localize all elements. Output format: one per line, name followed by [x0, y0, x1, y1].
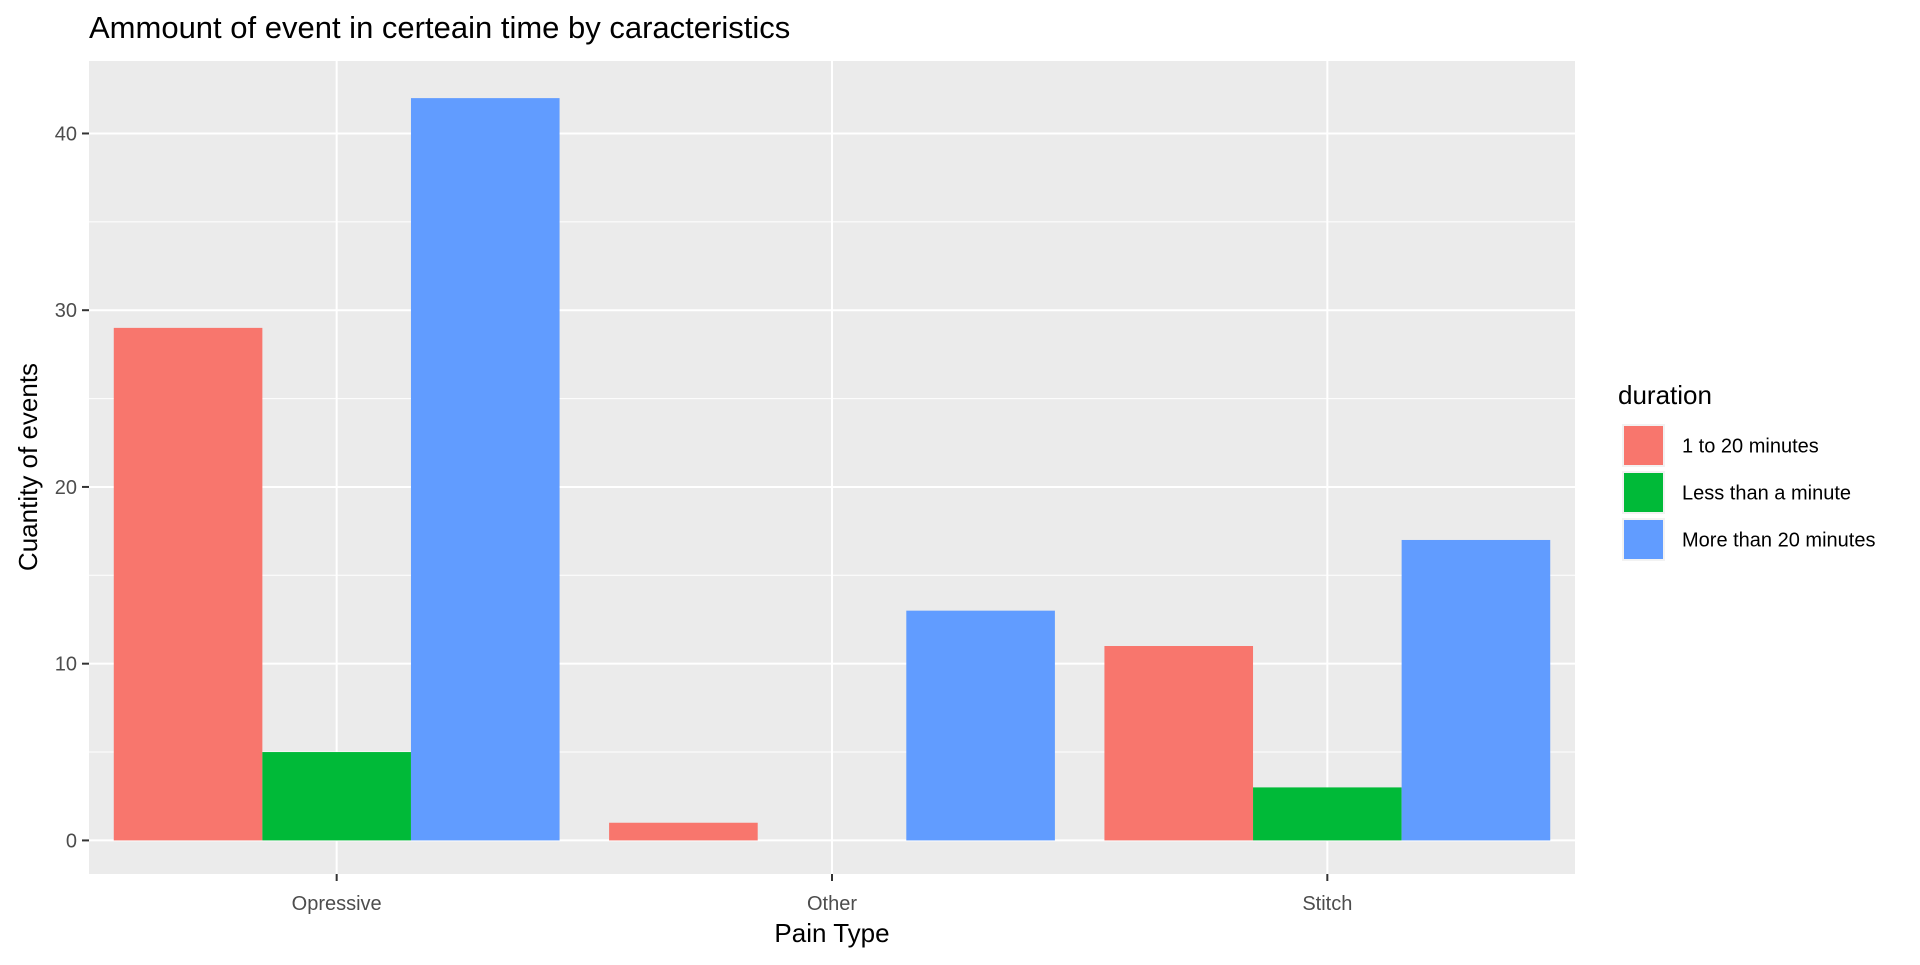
- y-tick-label: 30: [55, 300, 77, 322]
- chart-title: Ammount of event in certeain time by car…: [89, 10, 790, 45]
- y-tick-label: 40: [55, 123, 77, 145]
- bars-group: [113, 98, 1551, 841]
- bar: [1104, 646, 1254, 841]
- x-tick-label: Stitch: [1302, 893, 1352, 915]
- legend-label: Less than a minute: [1682, 483, 1851, 505]
- y-tick-label: 20: [55, 477, 77, 499]
- y-tick-label: 0: [66, 830, 77, 852]
- major-gridlines: [89, 61, 1575, 874]
- legend: duration 1 to 20 minutes Less than a minu…: [1618, 380, 1875, 561]
- legend-swatch: [1624, 473, 1663, 512]
- bar: [609, 822, 758, 841]
- y-tick-label: 10: [55, 654, 77, 676]
- x-axis: Opressive Other Stitch: [292, 874, 1352, 915]
- bar: [410, 98, 560, 841]
- x-tick-label: Other: [807, 893, 857, 915]
- legend-label: More than 20 minutes: [1682, 530, 1875, 552]
- legend-label: 1 to 20 minutes: [1682, 436, 1819, 458]
- legend-title: duration: [1618, 380, 1712, 410]
- y-axis: 0 10 20 30 40: [55, 123, 89, 852]
- bar: [1401, 539, 1551, 841]
- x-tick-label: Opressive: [292, 893, 382, 915]
- bar: [113, 327, 263, 841]
- bar: [906, 610, 1055, 841]
- x-axis-title: Pain Type: [774, 918, 889, 948]
- legend-swatch: [1624, 520, 1663, 559]
- y-axis-title: Cuantity of events: [13, 363, 43, 571]
- legend-swatch: [1624, 426, 1663, 465]
- bar: [262, 752, 411, 841]
- bar: [1253, 787, 1402, 841]
